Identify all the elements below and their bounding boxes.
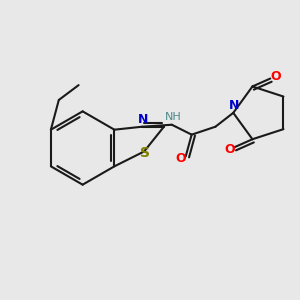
Text: N: N (229, 99, 239, 112)
Text: S: S (140, 146, 150, 161)
Text: NH: NH (164, 112, 181, 122)
Text: O: O (224, 142, 235, 156)
Text: O: O (176, 152, 186, 165)
Text: N: N (138, 113, 148, 126)
Text: O: O (270, 70, 280, 83)
